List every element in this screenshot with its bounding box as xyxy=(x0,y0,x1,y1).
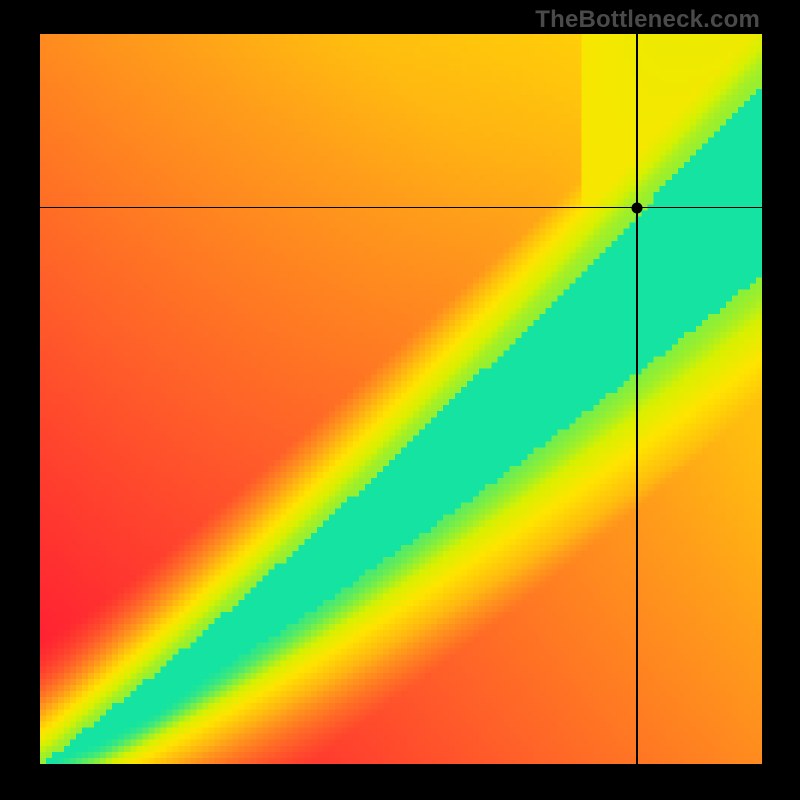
chart-container: TheBottleneck.com xyxy=(0,0,800,800)
watermark-text: TheBottleneck.com xyxy=(535,6,760,34)
heatmap-canvas xyxy=(40,34,762,764)
crosshair-horizontal xyxy=(40,207,762,209)
crosshair-marker[interactable] xyxy=(632,202,643,213)
plot-area[interactable] xyxy=(40,34,762,764)
crosshair-vertical xyxy=(636,34,638,764)
